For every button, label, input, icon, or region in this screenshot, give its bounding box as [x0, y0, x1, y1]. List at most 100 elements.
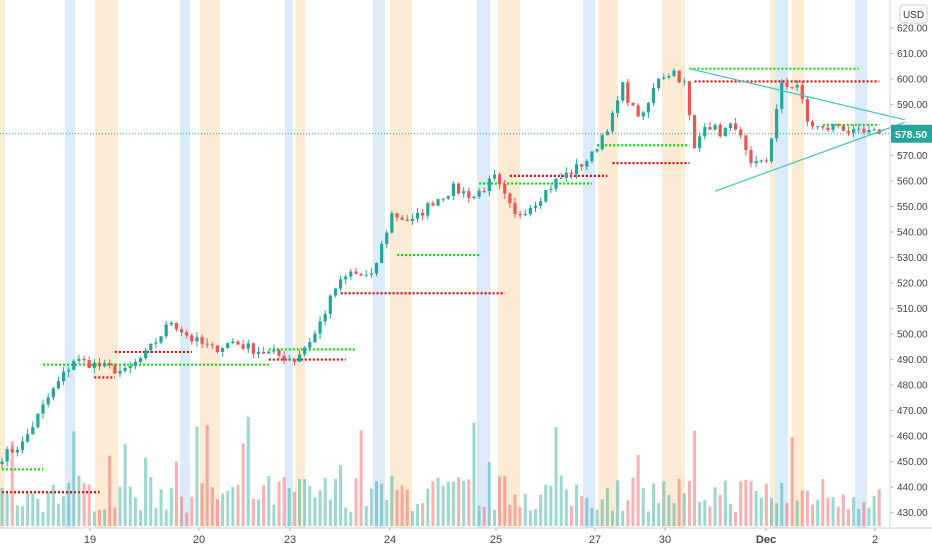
candle-body	[867, 129, 871, 133]
volume-bar	[282, 477, 286, 526]
candle-body	[426, 203, 430, 216]
candle-body	[523, 214, 527, 216]
volume-bar	[539, 494, 543, 526]
volume-bar	[133, 497, 137, 526]
volume-bar	[36, 498, 40, 526]
candle-body	[549, 188, 553, 190]
candle-body	[564, 172, 568, 178]
volume-bar	[559, 475, 563, 526]
candle-body	[595, 149, 599, 152]
candle-body	[56, 381, 61, 389]
candle-body	[15, 449, 19, 453]
price-tick-label: 460.00	[897, 432, 928, 443]
volume-bar	[221, 493, 225, 526]
price-tick-label: 450.00	[897, 457, 928, 468]
candle-body	[687, 81, 692, 116]
candle-body	[118, 370, 122, 374]
volume-bar	[251, 498, 255, 526]
candle-body	[267, 351, 271, 354]
candle-body	[862, 128, 866, 133]
volume-bar	[236, 484, 240, 526]
volume-bar	[816, 499, 820, 526]
volume-bar	[149, 476, 153, 526]
volume-bar	[385, 499, 389, 526]
volume-bar	[744, 479, 748, 526]
volume-bar	[610, 510, 614, 526]
volume-bar	[359, 430, 363, 526]
candle-body	[36, 413, 40, 428]
volume-bar	[626, 500, 630, 526]
candle-body	[338, 279, 343, 289]
session-band-orange	[0, 0, 5, 528]
price-tick-label: 620.00	[897, 23, 928, 34]
candle-body	[441, 198, 445, 200]
volume-bar	[318, 489, 322, 526]
volume-bar	[600, 499, 604, 526]
volume-bar	[775, 503, 779, 526]
volume-bar	[826, 497, 830, 526]
candle-body	[846, 130, 851, 133]
candle-body	[251, 343, 255, 354]
candle-body	[308, 342, 312, 348]
candle-body	[241, 344, 245, 349]
volume-bar	[344, 507, 348, 526]
candle-body	[51, 388, 55, 398]
candle-body	[785, 82, 789, 87]
volume-bar	[605, 487, 609, 526]
candle-body	[518, 214, 522, 216]
session-band-orange	[770, 0, 775, 528]
volume-bar	[195, 426, 199, 526]
price-axis: USD 430.00 440.00 450.00 460.00 470.00 480.00 4…	[889, 0, 932, 528]
candle-body	[533, 205, 538, 208]
candle-body	[451, 183, 456, 197]
volume-bar	[108, 455, 112, 526]
candle-body	[415, 212, 420, 219]
volume-bar	[400, 485, 404, 526]
candle-body	[72, 360, 76, 370]
volume-bar	[10, 441, 14, 526]
candle-body	[190, 335, 194, 342]
candle-body	[395, 213, 399, 218]
session-band-blue	[775, 0, 788, 528]
volume-bar	[267, 475, 271, 526]
volume-bar	[682, 493, 686, 526]
volume-bar	[303, 478, 307, 526]
candle-body	[759, 160, 763, 162]
candle-body	[600, 135, 604, 150]
candle-body	[872, 129, 876, 131]
candle-body	[0, 461, 4, 465]
candle-body	[410, 218, 414, 221]
volume-bar	[31, 493, 35, 526]
candle-body	[303, 347, 307, 355]
candle-body	[364, 274, 368, 276]
candle-body	[431, 203, 435, 206]
candle-body	[159, 336, 163, 343]
candle-body	[816, 126, 820, 128]
volume-bar	[477, 505, 481, 526]
volume-bar	[498, 476, 502, 526]
volume-bar	[441, 486, 445, 526]
price-tick-label: 560.00	[897, 176, 928, 187]
volume-bar	[554, 426, 558, 526]
volume-bar	[718, 494, 722, 526]
candle-body	[513, 202, 517, 215]
candle-body	[236, 341, 240, 345]
candle-body	[385, 232, 389, 244]
volume-bar	[180, 496, 184, 526]
candle-body	[328, 295, 332, 314]
volume-bar	[585, 497, 589, 526]
time-tick-label: 27	[589, 534, 601, 546]
candle-body	[195, 337, 199, 342]
volume-bar	[113, 507, 117, 526]
volume-bar	[693, 430, 697, 526]
price-tick-label: 480.00	[897, 381, 928, 392]
session-band-orange	[200, 0, 220, 528]
candle-body	[713, 124, 717, 130]
session-band-orange	[598, 0, 618, 528]
volume-bar	[508, 505, 512, 526]
volume-bar	[723, 480, 727, 526]
candle-body	[313, 333, 317, 343]
candle-body	[646, 102, 650, 113]
